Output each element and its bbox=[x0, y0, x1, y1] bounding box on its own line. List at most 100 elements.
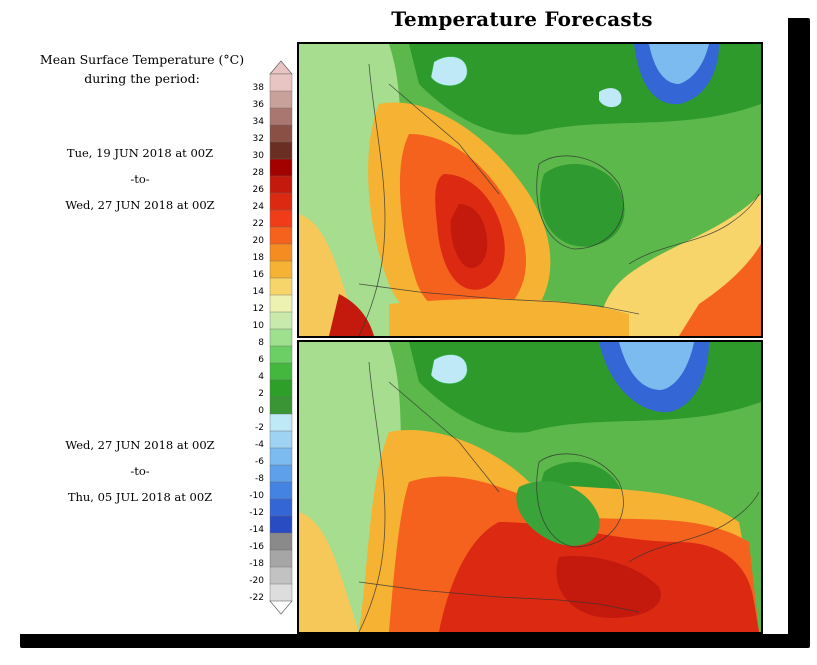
colorbar-tick-label: -14 bbox=[249, 525, 264, 535]
coastline-hudson-bay bbox=[536, 453, 624, 548]
colorbar-swatch bbox=[269, 90, 293, 109]
period-1: Tue, 19 JUN 2018 at 00Z -to- Wed, 27 JUN… bbox=[40, 140, 240, 218]
colorbar-swatch bbox=[269, 430, 293, 449]
colorbar-tick-label: -6 bbox=[255, 457, 264, 467]
colorbar-swatch bbox=[269, 328, 293, 347]
period-1-connector: -to- bbox=[130, 172, 150, 186]
coastline-east bbox=[628, 193, 760, 265]
colorbar-tick-label: 34 bbox=[252, 117, 264, 127]
period-1-start: Tue, 19 JUN 2018 at 00Z bbox=[66, 146, 214, 160]
colorbar-tick-label: -20 bbox=[249, 576, 264, 586]
period-2-start: Wed, 27 JUN 2018 at 00Z bbox=[65, 438, 215, 452]
colorbar-tick-label: 30 bbox=[252, 151, 264, 161]
colorbar-swatch bbox=[269, 124, 293, 143]
period-2-end: Thu, 05 JUL 2018 at 00Z bbox=[67, 490, 213, 504]
colorbar-swatch bbox=[269, 294, 293, 313]
colorbar-tick-label: 26 bbox=[252, 185, 264, 195]
colorbar-tick-label: 0 bbox=[258, 406, 264, 416]
colorbar-swatch bbox=[269, 532, 293, 551]
colorbar-swatch bbox=[269, 362, 293, 381]
colorbar-swatch bbox=[269, 141, 293, 160]
colorbar-tick-label: 20 bbox=[252, 236, 264, 246]
colorbar-tick-label: 38 bbox=[252, 83, 264, 93]
colorbar-tick-label: 6 bbox=[258, 355, 264, 365]
colorbar-swatch bbox=[269, 107, 293, 126]
colorbar-swatch bbox=[269, 549, 293, 568]
ice-patch bbox=[430, 56, 468, 86]
colorbar-swatch bbox=[269, 447, 293, 466]
colorbar-swatch bbox=[269, 379, 293, 398]
temp-band-east-20 bbox=[679, 244, 761, 336]
coastline-east bbox=[628, 491, 760, 563]
temp-band-26 bbox=[450, 204, 488, 269]
colorbar-swatch bbox=[269, 158, 293, 177]
colorbar-swatch bbox=[269, 566, 293, 585]
ice-patch bbox=[430, 354, 468, 384]
ice-patch bbox=[599, 88, 622, 108]
colorbar-swatch bbox=[269, 277, 293, 296]
colorbar-swatch bbox=[269, 73, 293, 92]
colorbar-swatch bbox=[269, 515, 293, 534]
border-provincial bbox=[388, 83, 500, 195]
colorbar-swatch bbox=[269, 464, 293, 483]
colorbar-tick-label: 36 bbox=[252, 100, 264, 110]
colorbar-tick-label: 12 bbox=[252, 304, 264, 314]
border-us-canada bbox=[358, 581, 640, 613]
legend-title-line1: Mean Surface Temperature (°C) bbox=[39, 52, 245, 67]
temp-band-warm-southwest bbox=[299, 512, 359, 632]
colorbar-swatch bbox=[269, 226, 293, 245]
colorbar-tick-label: -10 bbox=[249, 491, 264, 501]
coastline-west bbox=[358, 361, 386, 632]
colorbar-tick-label: 28 bbox=[252, 168, 264, 178]
colorbar-tick-label: -22 bbox=[249, 593, 264, 603]
colorbar-top-arrow bbox=[269, 60, 293, 75]
forecast-map-week2 bbox=[297, 340, 763, 634]
border-provincial bbox=[388, 381, 500, 493]
coastline-west bbox=[358, 63, 386, 336]
colorbar-tick-label: -16 bbox=[249, 542, 264, 552]
colorbar-tick-label: -2 bbox=[255, 423, 264, 433]
colorbar-swatch bbox=[269, 243, 293, 262]
colorbar bbox=[269, 60, 293, 615]
colorbar-swatch bbox=[269, 209, 293, 228]
legend-title-line2: during the period: bbox=[84, 71, 200, 86]
temp-band-south-16 bbox=[389, 298, 629, 336]
temp-band-coast-hot bbox=[329, 294, 374, 336]
colorbar-swatch bbox=[269, 311, 293, 330]
colorbar-swatch bbox=[269, 192, 293, 211]
colorbar-swatch bbox=[269, 345, 293, 364]
colorbar-tick-label: 8 bbox=[258, 338, 264, 348]
colorbar-tick-label: 10 bbox=[252, 321, 264, 331]
ice-cold-core bbox=[649, 44, 709, 84]
colorbar-swatch bbox=[269, 175, 293, 194]
temp-band-hudson bbox=[540, 164, 625, 247]
colorbar-tick-label: 4 bbox=[258, 372, 264, 382]
coastline-hudson-bay bbox=[536, 155, 624, 250]
colorbar-tick-label: 14 bbox=[252, 287, 264, 297]
colorbar-tick-label: -18 bbox=[249, 559, 264, 569]
colorbar-swatch bbox=[269, 583, 293, 602]
forecast-map-week1 bbox=[297, 42, 763, 338]
page-title: Temperature Forecasts bbox=[391, 7, 653, 31]
colorbar-tick-label: 16 bbox=[252, 270, 264, 280]
colorbar-bottom-arrow bbox=[269, 600, 293, 615]
period-2: Wed, 27 JUN 2018 at 00Z -to- Thu, 05 JUL… bbox=[40, 432, 240, 510]
period-2-connector: -to- bbox=[130, 464, 150, 478]
period-1-end: Wed, 27 JUN 2018 at 00Z bbox=[65, 198, 215, 212]
colorbar-swatch bbox=[269, 396, 293, 415]
colorbar-tick-label: 32 bbox=[252, 134, 264, 144]
colorbar-swatch bbox=[269, 498, 293, 517]
legend-title: Mean Surface Temperature (°C) during the… bbox=[12, 50, 272, 88]
colorbar-swatch bbox=[269, 413, 293, 432]
colorbar-tick-label: 18 bbox=[252, 253, 264, 263]
colorbar-tick-label: 22 bbox=[252, 219, 264, 229]
colorbar-swatch bbox=[269, 260, 293, 279]
colorbar-tick-label: -4 bbox=[255, 440, 264, 450]
map-week1-canvas bbox=[299, 44, 761, 336]
colorbar-tick-label: -12 bbox=[249, 508, 264, 518]
ice-cold-core bbox=[619, 342, 694, 390]
colorbar-swatch bbox=[269, 481, 293, 500]
colorbar-tick-label: 24 bbox=[252, 202, 264, 212]
map-week2-canvas bbox=[299, 342, 761, 632]
colorbar-tick-label: -8 bbox=[255, 474, 264, 484]
